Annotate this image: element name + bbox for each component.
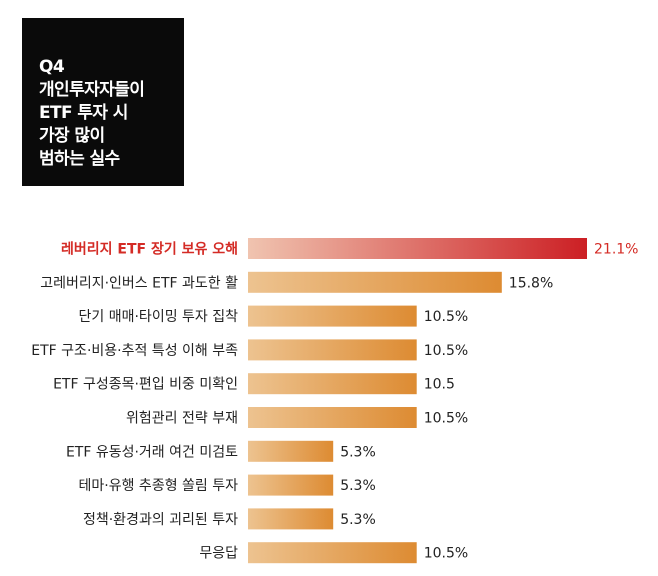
category-label-4: ETF 구조·비용·추적 특성 이해 부족 xyxy=(31,343,238,359)
title-line-5: 범하는 실수 xyxy=(39,149,120,169)
bar-6 xyxy=(248,407,417,428)
category-label-5: ETF 구성종목·편입 비중 미확인 xyxy=(53,377,238,393)
chart-title-box: Q4 개인투자자들이 ETF 투자 시 가장 많이 범하는 실수 xyxy=(22,18,184,186)
value-label-5: 10.5 xyxy=(424,377,455,393)
bar-4 xyxy=(248,339,417,361)
title-line-1: Q4 xyxy=(39,57,65,77)
title-line-2: 개인투자자들이 xyxy=(39,80,145,100)
title-line-4: 가장 많이 xyxy=(39,126,105,146)
category-label-2: 고레버리지·인버스 ETF 과도한 활 xyxy=(40,275,238,291)
title-line-3: ETF 투자 시 xyxy=(39,103,128,123)
bar-2 xyxy=(248,271,502,293)
value-label-9: 5.3% xyxy=(340,512,376,528)
bar-1 xyxy=(248,238,587,259)
value-label-8: 5.3% xyxy=(340,478,376,494)
value-label-7: 5.3% xyxy=(340,444,376,460)
category-label-6: 위험관리 전략 부재 xyxy=(126,411,238,427)
category-label-8: 테마·유행 추종형 쏠림 투자 xyxy=(79,478,239,494)
category-label-1: 레버리지 ETF 장기 보유 오해 xyxy=(61,241,238,258)
bar-8 xyxy=(248,474,334,496)
bar-9 xyxy=(248,508,334,530)
value-label-6: 10.5% xyxy=(424,411,468,427)
category-label-3: 단기 매매·타이밍 투자 집착 xyxy=(79,309,239,325)
bar-5 xyxy=(248,373,417,395)
category-label-10: 무응답 xyxy=(199,546,238,562)
bar-7 xyxy=(248,440,334,462)
bar-10 xyxy=(248,542,417,564)
category-label-7: ETF 유동성·거래 여건 미검토 xyxy=(66,444,238,460)
value-label-2: 15.8% xyxy=(509,275,553,291)
category-label-9: 정책·환경과의 괴리된 투자 xyxy=(83,512,238,528)
value-label-4: 10.5% xyxy=(424,343,468,359)
value-label-3: 10.5% xyxy=(424,309,468,325)
value-label-10: 10.5% xyxy=(424,546,468,562)
value-label-1: 21.1% xyxy=(594,242,638,258)
bar-3 xyxy=(248,305,417,327)
